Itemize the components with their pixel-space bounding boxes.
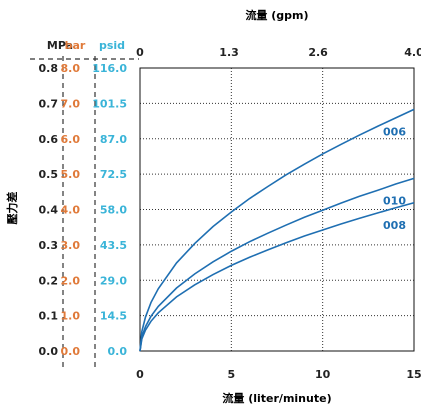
plot-frame — [139, 67, 415, 352]
y-tick-label-bar: 0.0 — [61, 345, 81, 358]
y-tick-label-bar: 3.0 — [61, 239, 81, 252]
y-tick-label-psid: 29.0 — [100, 274, 127, 287]
y-tick-label-bar: 2.0 — [61, 274, 81, 287]
y-axis-title: 壓力差 — [5, 192, 19, 225]
x-top-tick-label: 2.6 — [308, 46, 328, 59]
unit-header-psid: psid — [99, 39, 125, 52]
y-tick-label-mpa: 0.3 — [39, 239, 59, 252]
y-tick-label-psid: 0.0 — [108, 345, 128, 358]
y-tick-label-mpa: 0.4 — [39, 204, 59, 217]
x-bottom-tick-label: 10 — [315, 368, 331, 381]
series-line-008 — [139, 202, 415, 352]
y-tick-label-psid: 72.5 — [100, 168, 127, 181]
series-label-010: 010 — [383, 194, 406, 207]
y-tick-label-bar: 7.0 — [61, 97, 81, 110]
series-label-006: 006 — [383, 125, 406, 138]
y-tick-label-mpa: 0.8 — [39, 62, 59, 75]
series-line-010 — [139, 177, 415, 352]
y-tick-label-bar: 6.0 — [61, 133, 81, 146]
y-tick-label-mpa: 0.6 — [39, 133, 59, 146]
x-bottom-tick-label: 15 — [406, 368, 421, 381]
y-tick-label-psid: 116.0 — [92, 62, 127, 75]
y-tick-label-psid: 87.0 — [100, 133, 127, 146]
y-tick-label-mpa: 0.1 — [39, 310, 59, 323]
y-tick-label-bar: 5.0 — [61, 168, 81, 181]
series-label-008: 008 — [383, 219, 406, 232]
unit-header-bar: bar — [65, 39, 86, 52]
y-tick-label-psid: 14.5 — [100, 310, 127, 323]
y-tick-label-mpa: 0.2 — [39, 274, 59, 287]
x-top-tick-label: 4.0 — [404, 46, 421, 59]
y-tick-label-psid: 101.5 — [92, 97, 127, 110]
y-tick-label-mpa: 0.0 — [39, 345, 59, 358]
x-bottom-tick-label: 0 — [136, 368, 144, 381]
y-tick-label-bar: 4.0 — [61, 204, 81, 217]
unit-header-mpa: MPa — [47, 39, 73, 52]
y-tick-label-mpa: 0.7 — [39, 97, 59, 110]
top-axis-title: 流量 (gpm) — [245, 8, 308, 22]
y-tick-label-bar: 8.0 — [61, 62, 81, 75]
y-tick-label-psid: 43.5 — [100, 239, 127, 252]
x-top-tick-label: 1.3 — [219, 46, 239, 59]
x-top-tick-label: 0 — [136, 46, 144, 59]
y-tick-label-bar: 1.0 — [61, 310, 81, 323]
x-bottom-tick-label: 5 — [228, 368, 236, 381]
y-tick-label-mpa: 0.5 — [39, 168, 59, 181]
series-line-006 — [139, 108, 415, 352]
y-tick-label-psid: 58.0 — [100, 204, 127, 217]
bottom-axis-title: 流量 (liter/minute) — [222, 391, 331, 405]
